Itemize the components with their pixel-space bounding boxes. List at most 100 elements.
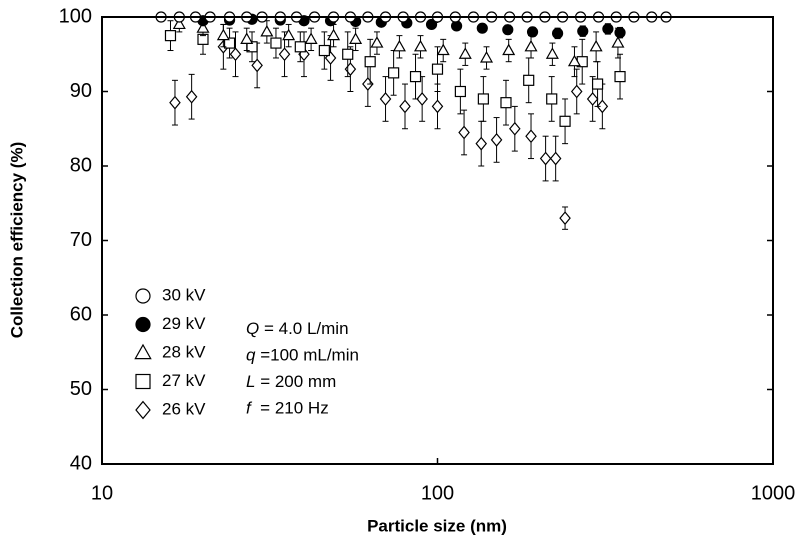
point	[370, 36, 384, 48]
point	[502, 24, 514, 36]
point	[500, 97, 512, 109]
point	[196, 21, 210, 33]
point	[392, 39, 406, 52]
point	[596, 99, 609, 114]
point	[413, 39, 428, 52]
point	[436, 43, 450, 56]
point	[318, 44, 330, 57]
annotation-text: = 200 mm	[255, 372, 336, 391]
legend-label: 29 kV	[162, 314, 206, 333]
legend-label: 27 kV	[162, 371, 206, 390]
annotation-text: =100 mL/min	[255, 346, 358, 365]
point	[570, 84, 583, 99]
legend-label: 26 kV	[162, 399, 206, 418]
annotation-symbol: q	[246, 346, 256, 365]
point	[526, 26, 539, 38]
point	[240, 32, 254, 44]
point	[260, 24, 274, 37]
point	[523, 74, 535, 86]
point	[479, 51, 494, 63]
point	[477, 93, 489, 105]
legend-marker	[134, 343, 152, 360]
point	[282, 28, 296, 41]
point	[169, 95, 181, 110]
point	[431, 99, 444, 114]
point	[278, 47, 291, 62]
point	[559, 211, 571, 226]
x-tick-label: 1000	[751, 482, 796, 504]
legend-marker	[135, 316, 151, 333]
point	[270, 37, 282, 49]
y-tick-label: 70	[70, 229, 92, 251]
point	[589, 39, 603, 52]
point	[388, 67, 400, 79]
point	[559, 115, 571, 127]
point	[251, 58, 263, 73]
point	[416, 92, 428, 106]
point	[551, 27, 564, 39]
y-tick-label: 90	[70, 80, 92, 102]
point	[577, 25, 589, 37]
point	[546, 93, 558, 105]
point	[490, 132, 503, 147]
y-tick-label: 50	[70, 378, 92, 400]
x-tick-label: 100	[421, 482, 454, 504]
point	[524, 39, 538, 52]
point	[379, 92, 392, 106]
y-axis-title: Collection efficiency (%)	[7, 142, 26, 338]
point	[304, 32, 318, 44]
point	[611, 36, 625, 48]
annotation: Q = 4.0 L/min	[246, 319, 349, 338]
point	[509, 121, 521, 136]
point	[458, 47, 472, 59]
legend-marker	[135, 400, 151, 420]
point	[172, 17, 186, 30]
y-tick-label: 80	[70, 154, 92, 176]
point	[294, 41, 306, 53]
annotation: q =100 mL/min	[246, 346, 359, 365]
legend-label: 30 kV	[162, 285, 206, 304]
point	[223, 37, 236, 49]
x-tick-label: 10	[91, 482, 113, 504]
legend-marker	[135, 373, 151, 390]
y-tick-label: 100	[59, 5, 92, 27]
point	[409, 70, 422, 83]
annotation-text: = 210 Hz	[251, 399, 329, 418]
point	[425, 18, 438, 31]
annotation-text: = 4.0 L/min	[259, 319, 348, 338]
point	[399, 99, 411, 114]
x-axis-title: Particle size (nm)	[367, 516, 507, 535]
point	[539, 151, 552, 166]
point	[614, 70, 626, 83]
point	[216, 28, 230, 41]
annotation-symbol: Q	[246, 319, 259, 338]
y-tick-label: 40	[70, 452, 92, 474]
point	[614, 27, 626, 39]
legend-marker	[135, 288, 151, 304]
annotation: L = 200 mm	[246, 372, 336, 391]
point	[349, 32, 363, 44]
point	[327, 28, 341, 41]
point	[185, 89, 198, 104]
point	[454, 85, 466, 98]
legend-label: 28 kV	[162, 342, 206, 361]
point	[431, 63, 444, 75]
plot-frame	[101, 16, 774, 465]
point	[164, 30, 177, 42]
point	[549, 151, 562, 166]
point	[458, 125, 470, 140]
point	[344, 62, 357, 77]
point	[364, 56, 376, 68]
point	[545, 47, 559, 59]
point	[567, 54, 581, 67]
annotation-symbol: L	[246, 372, 255, 391]
point	[475, 136, 488, 151]
annotation-symbol: f	[246, 399, 253, 418]
point	[342, 48, 354, 60]
point	[586, 92, 599, 106]
point	[502, 43, 516, 56]
point	[229, 47, 242, 62]
annotation: f = 210 Hz	[246, 399, 329, 418]
